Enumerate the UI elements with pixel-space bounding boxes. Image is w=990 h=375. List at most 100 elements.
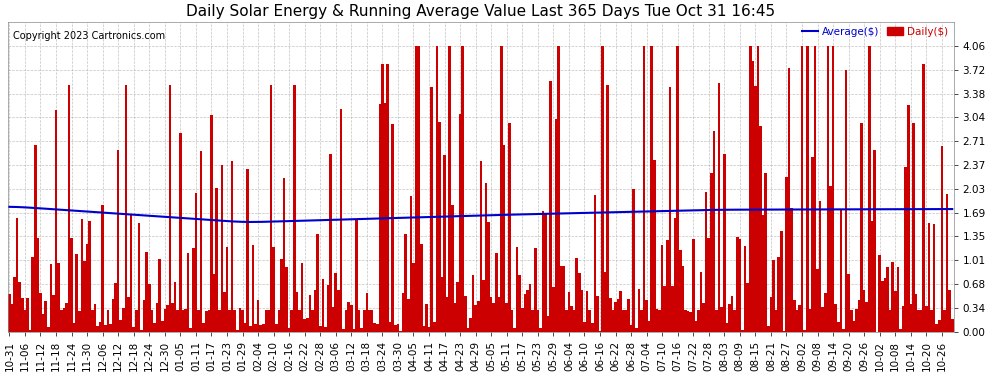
- Bar: [86, 244, 88, 332]
- Bar: [324, 327, 327, 332]
- Bar: [322, 279, 324, 332]
- Bar: [280, 260, 283, 332]
- Bar: [628, 299, 630, 332]
- Bar: [643, 46, 645, 332]
- Bar: [439, 122, 441, 332]
- Bar: [617, 298, 620, 332]
- Bar: [928, 223, 931, 332]
- Bar: [11, 303, 13, 332]
- Bar: [803, 330, 806, 332]
- Bar: [860, 123, 863, 332]
- Bar: [37, 238, 40, 332]
- Bar: [490, 297, 492, 332]
- Bar: [793, 300, 796, 332]
- Bar: [192, 248, 195, 332]
- Bar: [477, 301, 479, 332]
- Bar: [519, 275, 521, 332]
- Bar: [337, 290, 340, 332]
- Bar: [544, 213, 546, 332]
- Bar: [777, 257, 780, 332]
- Bar: [464, 296, 466, 332]
- Bar: [306, 318, 309, 332]
- Bar: [674, 218, 676, 332]
- Bar: [938, 320, 940, 332]
- Bar: [99, 322, 101, 332]
- Bar: [275, 324, 277, 332]
- Bar: [415, 46, 418, 332]
- Text: Copyright 2023 Cartronics.com: Copyright 2023 Cartronics.com: [13, 31, 165, 41]
- Bar: [210, 116, 213, 332]
- Bar: [529, 284, 532, 332]
- Bar: [32, 256, 34, 332]
- Bar: [546, 316, 549, 332]
- Bar: [612, 310, 614, 332]
- Bar: [878, 255, 881, 332]
- Bar: [242, 310, 244, 332]
- Bar: [788, 69, 790, 332]
- Bar: [166, 304, 168, 332]
- Bar: [317, 234, 319, 332]
- Bar: [806, 46, 809, 332]
- Bar: [748, 46, 751, 332]
- Bar: [503, 145, 506, 332]
- Bar: [513, 328, 516, 332]
- Bar: [340, 110, 343, 332]
- Bar: [635, 328, 638, 332]
- Bar: [451, 205, 453, 332]
- Bar: [370, 310, 373, 332]
- Bar: [575, 258, 578, 332]
- Bar: [394, 325, 397, 332]
- Bar: [742, 330, 743, 332]
- Bar: [857, 300, 860, 332]
- Bar: [96, 326, 99, 332]
- Bar: [168, 85, 171, 332]
- Bar: [405, 234, 407, 332]
- Bar: [391, 124, 394, 332]
- Bar: [399, 331, 402, 332]
- Bar: [863, 290, 865, 332]
- Bar: [715, 310, 718, 332]
- Bar: [532, 310, 534, 332]
- Bar: [798, 305, 801, 332]
- Bar: [739, 239, 742, 332]
- Bar: [842, 329, 844, 332]
- Bar: [293, 85, 296, 332]
- Bar: [721, 307, 723, 332]
- Bar: [692, 238, 695, 332]
- Bar: [122, 308, 125, 332]
- Bar: [850, 310, 852, 332]
- Bar: [647, 321, 650, 332]
- Bar: [567, 292, 570, 332]
- Bar: [700, 272, 702, 332]
- Bar: [433, 322, 436, 332]
- Bar: [907, 105, 910, 332]
- Bar: [345, 310, 347, 332]
- Bar: [521, 308, 524, 332]
- Bar: [78, 311, 80, 332]
- Bar: [687, 311, 689, 332]
- Bar: [498, 297, 500, 332]
- Bar: [689, 312, 692, 332]
- Bar: [262, 324, 264, 332]
- Bar: [47, 327, 50, 332]
- Bar: [708, 238, 710, 332]
- Bar: [775, 310, 777, 332]
- Bar: [630, 325, 633, 332]
- Bar: [141, 330, 143, 332]
- Bar: [650, 46, 653, 332]
- Bar: [218, 310, 221, 332]
- Bar: [695, 321, 697, 332]
- Bar: [269, 85, 272, 332]
- Bar: [830, 186, 832, 332]
- Bar: [80, 219, 83, 332]
- Bar: [378, 104, 381, 332]
- Bar: [208, 310, 210, 332]
- Bar: [133, 327, 135, 332]
- Bar: [925, 306, 928, 332]
- Bar: [57, 263, 60, 332]
- Bar: [855, 309, 857, 332]
- Bar: [352, 329, 355, 332]
- Bar: [933, 224, 936, 332]
- Bar: [425, 304, 428, 332]
- Bar: [153, 323, 155, 332]
